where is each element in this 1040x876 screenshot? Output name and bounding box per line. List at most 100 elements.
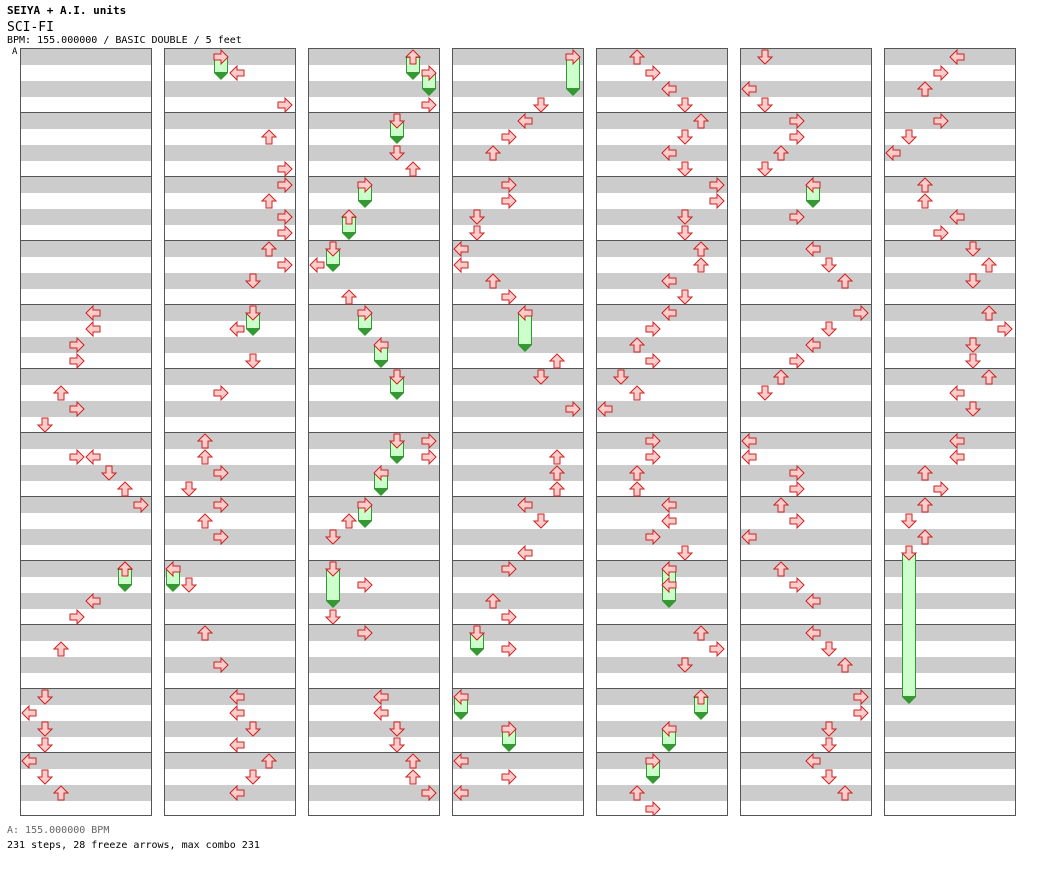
- measure-line: [597, 560, 727, 561]
- step-arrow-right-icon: [645, 65, 661, 81]
- measure-line: [165, 368, 295, 369]
- chart-stats: 231 steps, 28 freeze arrows, max combo 2…: [7, 840, 260, 851]
- step-arrow-left-icon: [949, 385, 965, 401]
- step-arrow-down-icon: [245, 273, 261, 289]
- freeze-arrow-tail: [454, 713, 468, 720]
- step-arrow-up-icon: [917, 465, 933, 481]
- freeze-arrow-head-up-icon: [341, 209, 357, 225]
- freeze-arrow-head-up-icon: [693, 689, 709, 705]
- freeze-arrow-tail: [358, 201, 372, 208]
- measure-line: [453, 112, 583, 113]
- measure-line: [165, 752, 295, 753]
- step-arrow-right-icon: [645, 801, 661, 815]
- step-arrow-down-icon: [245, 769, 261, 785]
- measure-line: [597, 624, 727, 625]
- step-arrow-left-icon: [85, 593, 101, 609]
- freeze-arrow-tail: [662, 601, 676, 608]
- step-arrow-right-icon: [789, 513, 805, 529]
- step-arrow-right-icon: [69, 449, 85, 465]
- step-arrow-right-icon: [645, 529, 661, 545]
- step-arrow-left-icon: [517, 545, 533, 561]
- measure-line: [741, 688, 871, 689]
- step-arrow-right-icon: [789, 113, 805, 129]
- step-arrow-down-icon: [181, 481, 197, 497]
- step-arrow-right-icon: [133, 497, 149, 513]
- step-arrow-down-icon: [821, 737, 837, 753]
- step-arrow-up-icon: [981, 369, 997, 385]
- measure-line: [165, 688, 295, 689]
- step-arrow-up-icon: [485, 593, 501, 609]
- step-arrow-right-icon: [645, 433, 661, 449]
- step-arrow-up-icon: [485, 273, 501, 289]
- measure-line: [453, 688, 583, 689]
- step-arrow-right-icon: [69, 401, 85, 417]
- step-arrow-left-icon: [949, 209, 965, 225]
- measure-line: [741, 176, 871, 177]
- step-arrow-down-icon: [389, 145, 405, 161]
- step-arrow-up-icon: [917, 177, 933, 193]
- measure-line: [21, 752, 151, 753]
- step-arrow-up-icon: [117, 561, 133, 577]
- step-arrow-right-icon: [709, 177, 725, 193]
- step-arrow-left-icon: [661, 513, 677, 529]
- step-arrow-up-icon: [549, 465, 565, 481]
- step-arrow-left-icon: [741, 433, 757, 449]
- step-arrow-right-icon: [565, 401, 581, 417]
- step-arrow-right-icon: [709, 193, 725, 209]
- step-arrow-down-icon: [389, 721, 405, 737]
- step-arrow-down-icon: [37, 769, 53, 785]
- step-arrow-right-icon: [933, 65, 949, 81]
- measure-line: [165, 240, 295, 241]
- freeze-arrow-tail: [902, 697, 916, 704]
- step-arrow-up-icon: [53, 385, 69, 401]
- step-arrow-down-icon: [325, 609, 341, 625]
- step-arrow-left-icon: [661, 273, 677, 289]
- step-arrow-down-icon: [101, 465, 117, 481]
- freeze-arrow-tail: [374, 361, 388, 368]
- freeze-arrow-head-down-icon: [325, 241, 341, 257]
- measure-line: [885, 496, 1015, 497]
- step-arrow-right-icon: [421, 785, 437, 801]
- step-arrow-down-icon: [677, 209, 693, 225]
- step-arrow-up-icon: [549, 449, 565, 465]
- step-arrow-down-icon: [37, 721, 53, 737]
- step-arrow-right-icon: [501, 129, 517, 145]
- step-arrow-right-icon: [501, 561, 517, 577]
- measure-line: [597, 368, 727, 369]
- freeze-arrow-body: [902, 553, 916, 697]
- step-arrow-up-icon: [917, 529, 933, 545]
- step-arrow-up-icon: [693, 113, 709, 129]
- measure-line: [885, 688, 1015, 689]
- measure-line: [453, 496, 583, 497]
- step-arrow-right-icon: [213, 497, 229, 513]
- measure-line: [21, 432, 151, 433]
- step-arrow-left-icon: [661, 497, 677, 513]
- chart-info: BPM: 155.000000 / BASIC DOUBLE / 5 feet: [7, 35, 242, 46]
- measure-line: [597, 176, 727, 177]
- step-arrow-up-icon: [773, 561, 789, 577]
- step-arrow-up-icon: [341, 513, 357, 529]
- step-arrow-right-icon: [421, 433, 437, 449]
- measure-line: [21, 624, 151, 625]
- step-arrow-up-icon: [261, 193, 277, 209]
- freeze-arrow-head-right-icon: [357, 177, 373, 193]
- step-arrow-right-icon: [277, 257, 293, 273]
- step-arrow-right-icon: [501, 609, 517, 625]
- measure-line: [21, 496, 151, 497]
- measure-line: [309, 112, 439, 113]
- chart-column-7: [884, 48, 1016, 816]
- step-arrow-down-icon: [677, 657, 693, 673]
- step-arrow-down-icon: [181, 577, 197, 593]
- step-arrow-up-icon: [981, 305, 997, 321]
- step-arrow-left-icon: [453, 753, 469, 769]
- step-arrow-left-icon: [597, 401, 613, 417]
- step-arrow-right-icon: [853, 305, 869, 321]
- freeze-arrow-head-up-icon: [405, 49, 421, 65]
- step-arrow-right-icon: [277, 209, 293, 225]
- step-arrow-up-icon: [773, 369, 789, 385]
- measure-line: [885, 752, 1015, 753]
- measure-line: [741, 368, 871, 369]
- step-arrow-right-icon: [421, 449, 437, 465]
- step-arrow-left-icon: [453, 785, 469, 801]
- freeze-arrow-head-down-icon: [325, 561, 341, 577]
